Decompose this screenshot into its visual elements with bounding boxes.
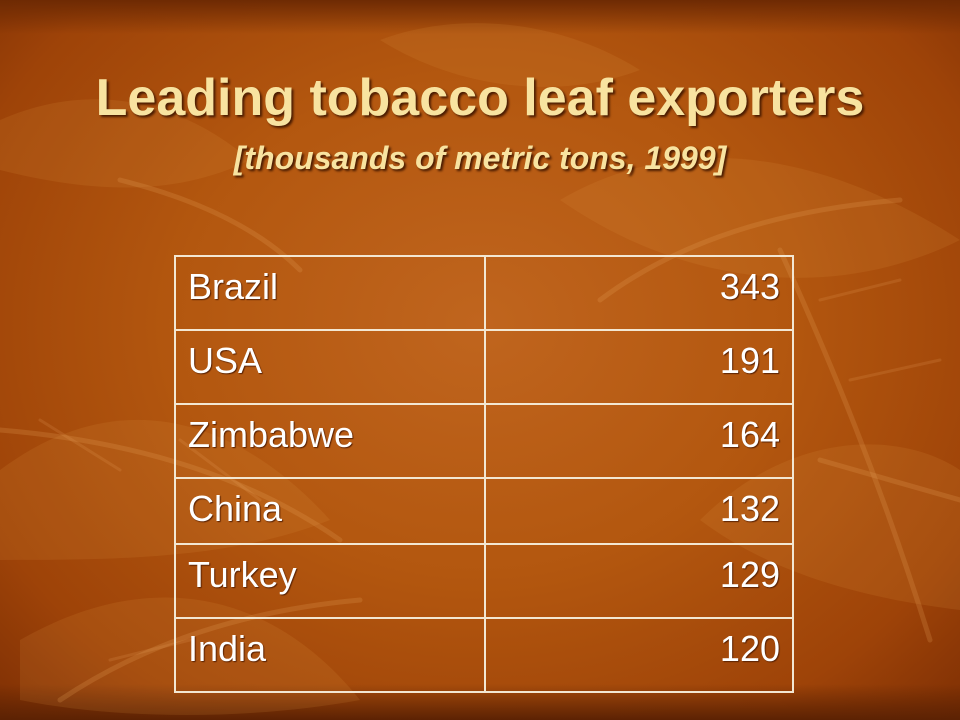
country-cell: Zimbabwe — [174, 403, 486, 479]
value-cell: 191 — [484, 329, 794, 405]
table-row: India 120 — [174, 617, 794, 693]
slide-title: Leading tobacco leaf exporters — [95, 69, 865, 127]
value-cell: 120 — [484, 617, 794, 693]
top-shadow-band — [0, 0, 960, 34]
table-row: China 132 — [174, 477, 794, 545]
country-cell: USA — [174, 329, 486, 405]
value-cell: 129 — [484, 543, 794, 619]
value-cell: 343 — [484, 255, 794, 331]
table-row: USA 191 — [174, 329, 794, 405]
country-cell: India — [174, 617, 486, 693]
country-cell: Brazil — [174, 255, 486, 331]
table-row: Zimbabwe 164 — [174, 403, 794, 479]
value-cell: 132 — [484, 477, 794, 545]
country-cell: China — [174, 477, 486, 545]
table-row: Turkey 129 — [174, 543, 794, 619]
country-cell: Turkey — [174, 543, 486, 619]
exporters-table: Brazil 343 USA 191 Zimbabwe 164 China 13… — [174, 255, 794, 693]
value-cell: 164 — [484, 403, 794, 479]
slide-subtitle: [thousands of metric tons, 1999] — [233, 140, 727, 176]
table-row: Brazil 343 — [174, 255, 794, 331]
